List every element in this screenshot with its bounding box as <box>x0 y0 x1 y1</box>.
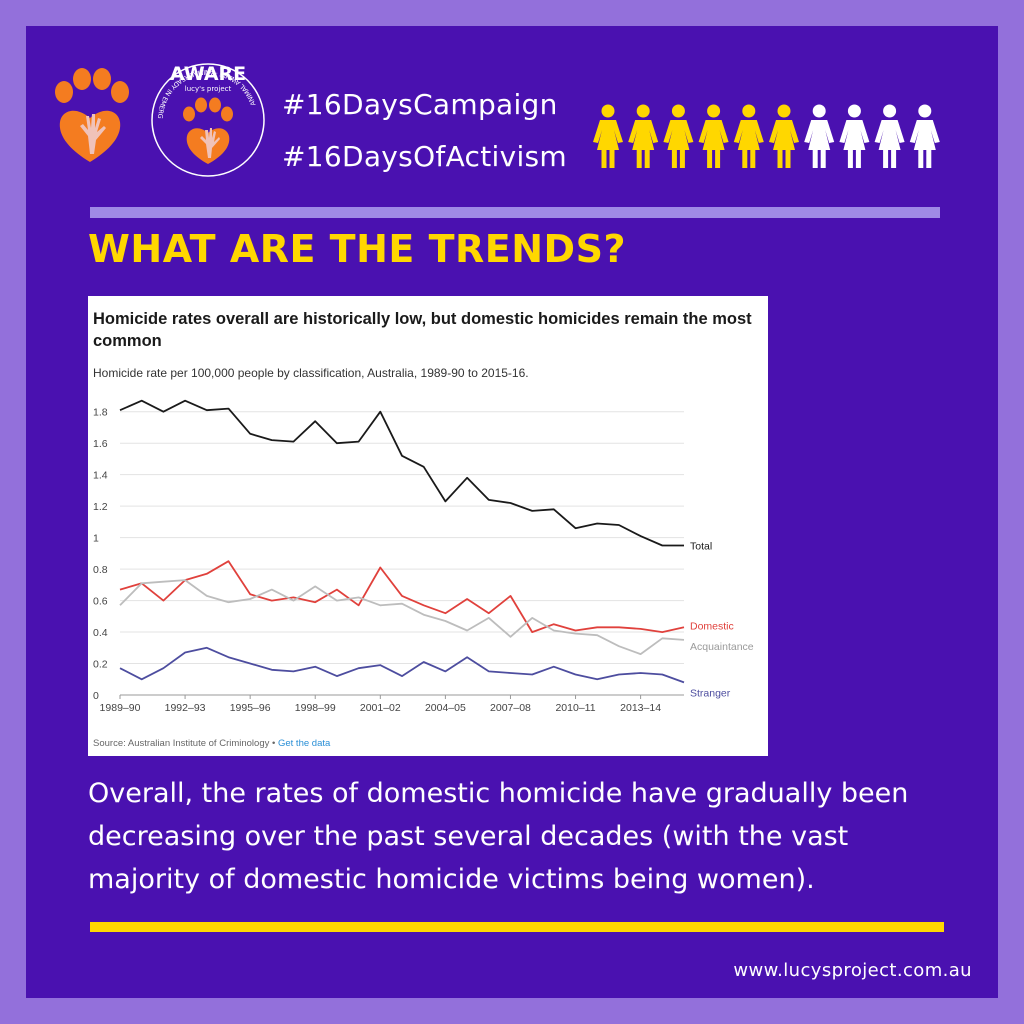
series-label-acquaintance: Acquaintance <box>690 641 754 653</box>
chart-card: Homicide rates overall are historically … <box>88 296 768 756</box>
paw-heart-logo-icon <box>55 68 129 162</box>
logo-subtext: lucy's project <box>185 85 232 93</box>
woman-figure-icon <box>839 104 870 168</box>
logo-aware-text: AWARE <box>170 63 246 85</box>
women-figures-icon-row <box>593 104 940 168</box>
series-label-total: Total <box>690 541 712 553</box>
series-line-acquaintance <box>119 579 685 656</box>
x-tick-label: 1995–96 <box>230 702 271 714</box>
chart-subtitle: Homicide rate per 100,000 people by clas… <box>93 366 529 380</box>
woman-figure-icon <box>769 104 799 168</box>
y-tick-label: 0.8 <box>93 564 108 576</box>
x-tick-label: 1989–90 <box>100 702 141 714</box>
x-tick-label: 1998–99 <box>295 702 336 714</box>
chart-source-text: Source: Australian Institute of Criminol… <box>93 738 270 749</box>
woman-figure-icon <box>628 104 659 168</box>
x-tick-label: 2001–02 <box>360 702 401 714</box>
x-tick-label: 2007–08 <box>490 702 531 714</box>
y-tick-label: 0.2 <box>93 659 108 671</box>
series-line-domestic <box>119 560 685 634</box>
series-line-total <box>119 399 684 547</box>
x-tick-label: 2004–05 <box>425 702 466 714</box>
get-the-data-link[interactable]: Get the data <box>277 738 331 749</box>
y-tick-label: 1 <box>93 533 99 545</box>
series-line-stranger <box>119 646 685 684</box>
body-text: Overall, the rates of domestic homicide … <box>88 778 909 895</box>
y-tick-label: 1.4 <box>93 470 108 482</box>
woman-figure-icon <box>698 104 729 168</box>
y-tick-label: 1.2 <box>93 501 108 513</box>
bottom-divider <box>90 922 944 932</box>
y-tick-label: 0 <box>93 690 99 702</box>
x-tick-label: 1992–93 <box>165 702 206 714</box>
footer-url[interactable]: www.lucysproject.com.au <box>733 960 972 981</box>
y-tick-label: 1.6 <box>93 438 108 450</box>
woman-figure-icon <box>804 104 835 168</box>
line-chart: 0 0.2 0.4 0.6 0.8 1 1.2 1.4 1.6 1.8 1989–90 1992–93… <box>93 399 754 714</box>
series-label-stranger: Stranger <box>690 687 731 699</box>
x-tick-label: 2013–14 <box>620 702 661 714</box>
woman-figure-icon <box>593 104 623 168</box>
hashtag-16days-campaign: #16DaysCampaign <box>282 88 558 121</box>
x-tick-label: 2010–11 <box>555 702 595 714</box>
woman-figure-icon <box>733 104 764 168</box>
woman-figure-icon <box>663 104 694 168</box>
top-divider <box>90 207 940 218</box>
aware-badge-logo-icon: AWARE lucy's project ANIMAL AWARE · ANIM… <box>146 58 265 177</box>
chart-title: Homicide rates overall are historically … <box>93 310 752 350</box>
series-label-domestic: Domestic <box>690 620 734 632</box>
woman-figure-icon <box>909 104 940 168</box>
y-tick-label: 0.6 <box>93 596 108 608</box>
y-tick-label: 0.4 <box>93 627 108 639</box>
headline: WHAT ARE THE TRENDS? <box>88 227 626 271</box>
hashtag-16days-activism: #16DaysOfActivism <box>282 140 567 173</box>
woman-figure-icon <box>874 104 905 168</box>
chart-source: Source: Australian Institute of Criminol… <box>93 738 331 749</box>
y-tick-label: 1.8 <box>93 407 108 419</box>
